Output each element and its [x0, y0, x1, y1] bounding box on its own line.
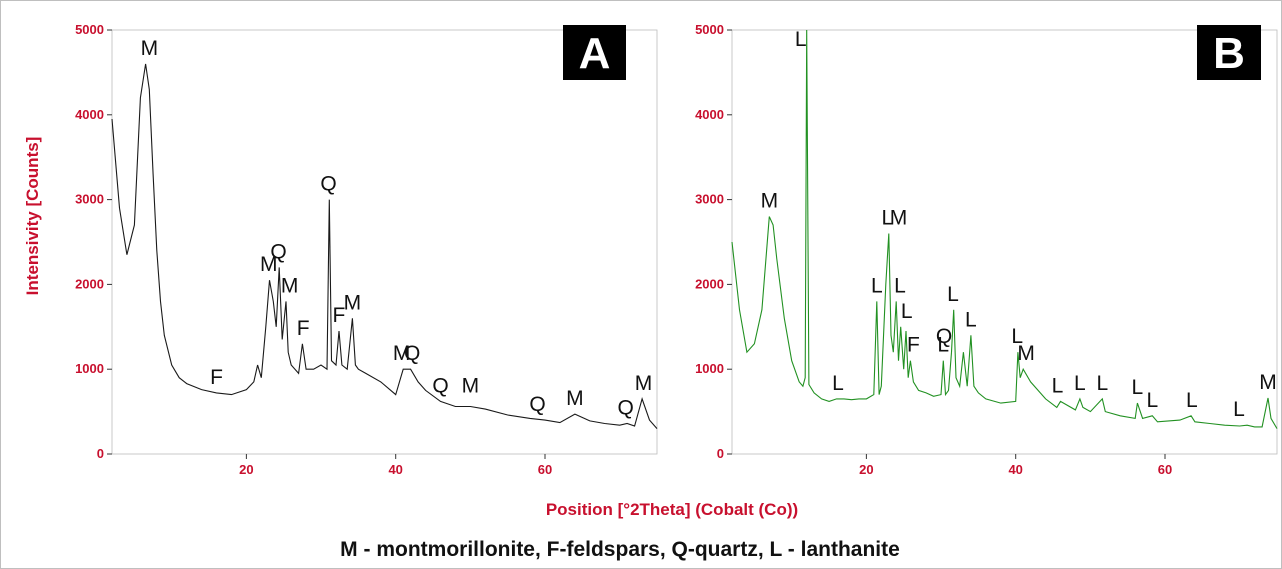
- peak-label: M: [462, 374, 480, 397]
- peak-label: Q: [529, 393, 545, 416]
- peak-label: M: [281, 274, 299, 297]
- peak-label: Q: [432, 374, 448, 397]
- peak-label: L: [1052, 374, 1064, 397]
- peak-label: L: [1096, 372, 1108, 395]
- y-tick-label: 2000: [695, 276, 724, 291]
- x-tick-label: 20: [859, 462, 873, 477]
- peak-label: M: [890, 207, 908, 230]
- y-tick-label: 3000: [695, 192, 724, 207]
- peak-label: M: [393, 342, 411, 365]
- peak-label: M: [260, 253, 278, 276]
- y-tick-label: 4000: [695, 107, 724, 122]
- y-tick-label: 0: [717, 446, 724, 461]
- peak-label: F: [210, 366, 223, 389]
- peak-label: F: [333, 304, 346, 327]
- peak-label: L: [937, 334, 949, 357]
- y-tick-label: 1000: [75, 361, 104, 376]
- peak-label: M: [1017, 342, 1035, 365]
- peak-label: L: [1186, 389, 1198, 412]
- peak-label: F: [907, 334, 920, 357]
- x-tick-label: 60: [1158, 462, 1172, 477]
- panel-label-b: B: [1213, 29, 1245, 78]
- peak-label: L: [901, 300, 913, 323]
- x-tick-label: 40: [1008, 462, 1022, 477]
- peak-label: L: [832, 372, 844, 395]
- y-tick-label: 4000: [75, 107, 104, 122]
- peak-label: L: [1132, 376, 1144, 399]
- panel-label-a: A: [579, 29, 611, 78]
- peak-label: Q: [404, 342, 420, 365]
- peak-label: Q: [320, 173, 336, 196]
- panel-badge-a: [563, 25, 626, 80]
- y-axis-label: Intensivity [Counts]: [23, 137, 42, 296]
- y-tick-label: 0: [97, 446, 104, 461]
- x-tick-label: 60: [538, 462, 552, 477]
- peak-label: L: [795, 28, 807, 51]
- peak-label: L: [894, 274, 906, 297]
- peak-label: M: [566, 387, 584, 410]
- peak-label: L: [1074, 372, 1086, 395]
- peak-label: L: [947, 283, 959, 306]
- peak-label: L: [871, 274, 883, 297]
- peak-label: M: [344, 291, 362, 314]
- peak-label: M: [761, 190, 779, 213]
- x-axis-label: Position [°2Theta] (Cobalt (Co)): [546, 500, 798, 519]
- peak-label: Q: [617, 396, 633, 419]
- x-tick-label: 20: [239, 462, 253, 477]
- peak-label: L: [881, 207, 893, 230]
- panel-badge-b: [1197, 25, 1261, 80]
- y-tick-label: 5000: [695, 22, 724, 37]
- plot-area-a: [111, 29, 658, 455]
- peak-label: M: [635, 372, 653, 395]
- peak-label: L: [965, 308, 977, 331]
- y-tick-label: 3000: [75, 192, 104, 207]
- peak-label: M: [1259, 371, 1277, 394]
- peak-label: L: [1146, 389, 1158, 412]
- peak-label: M: [141, 37, 159, 60]
- legend-caption: M - montmorillonite, F-feldspars, Q-quar…: [340, 538, 900, 561]
- axis-ticks-b: 0 1000 2000 3000 4000 5000 20 40 60: [695, 22, 1172, 477]
- peak-label: L: [1233, 398, 1245, 421]
- x-tick-label: 40: [388, 462, 402, 477]
- peak-label: L: [1011, 325, 1023, 348]
- peak-label: Q: [936, 325, 952, 348]
- peak-label: Q: [270, 240, 286, 263]
- peak-label: F: [297, 317, 310, 340]
- series-line-a: [111, 63, 658, 429]
- y-tick-label: 1000: [695, 361, 724, 376]
- y-tick-label: 5000: [75, 22, 104, 37]
- axis-ticks-a: 0 1000 2000 3000 4000 5000 20 40 60: [75, 22, 552, 477]
- series-line-b: [731, 29, 1278, 429]
- y-tick-label: 2000: [75, 276, 104, 291]
